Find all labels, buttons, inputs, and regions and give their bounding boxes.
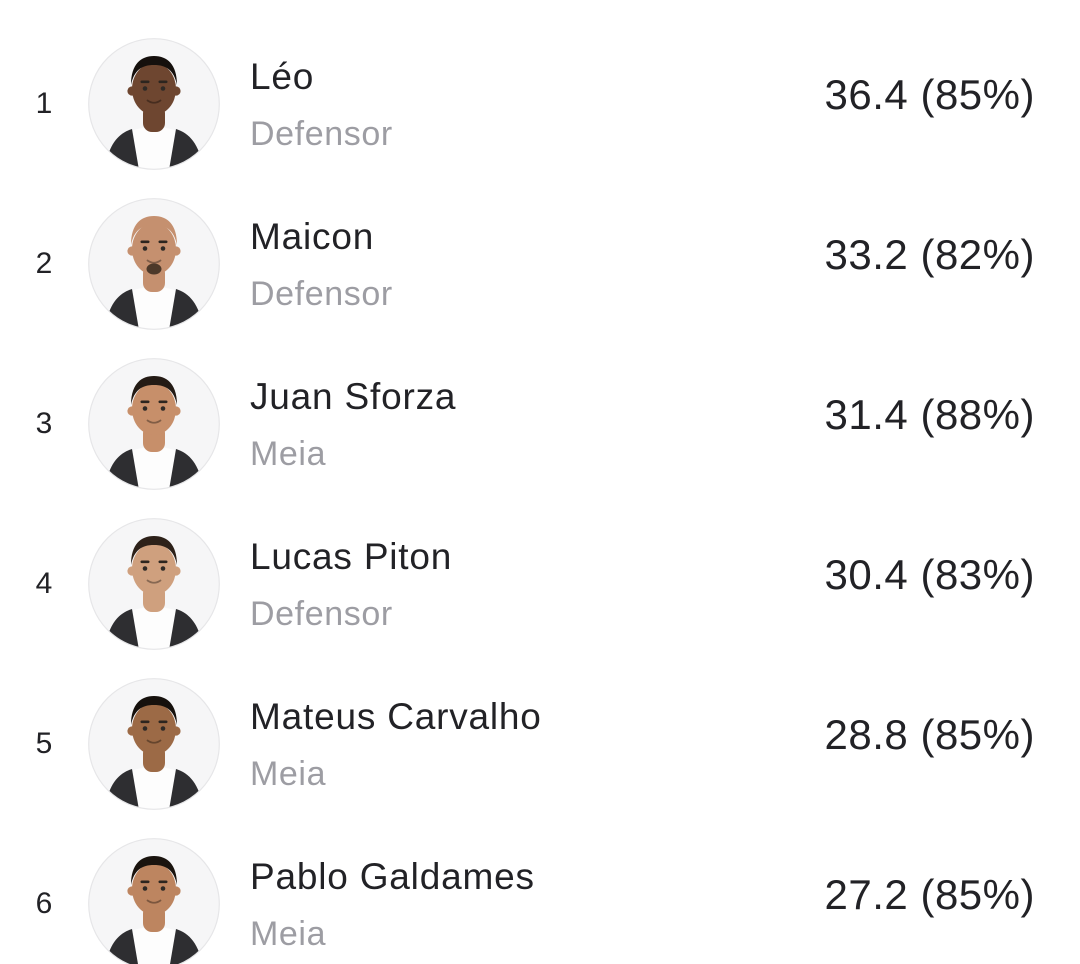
player-position: Meia <box>250 434 327 473</box>
avatar-mouth <box>146 99 162 104</box>
player-photo <box>88 678 220 810</box>
player-photo <box>88 198 220 330</box>
avatar-ring <box>88 678 220 810</box>
player-name: Maicon <box>250 215 375 257</box>
avatar-eyebrow-left <box>140 80 150 84</box>
player-stat-value: 36.4 (85%) <box>824 71 1035 118</box>
avatar-eyebrow-left <box>140 560 150 564</box>
avatar-mouth <box>146 259 162 264</box>
player-avatar <box>88 38 220 170</box>
player-photo <box>88 38 220 170</box>
avatar-eye-left <box>142 246 148 251</box>
avatar-ring <box>88 198 220 330</box>
avatar-head <box>132 63 176 115</box>
avatar-mouth <box>146 899 162 904</box>
player-info: Maicon Defensor <box>250 215 393 314</box>
avatar-eyebrow-left <box>140 720 150 724</box>
player-avatar <box>88 838 220 964</box>
player-info: Pablo Galdames Meia <box>250 855 535 954</box>
avatar-mouth <box>146 419 162 424</box>
avatar-eyebrow-right <box>158 400 168 404</box>
player-position: Defensor <box>250 114 393 153</box>
player-position: Defensor <box>250 274 393 313</box>
avatar-head <box>132 543 176 595</box>
player-name: Juan Sforza <box>250 375 457 417</box>
player-photo <box>88 358 220 490</box>
player-avatar <box>88 678 220 810</box>
player-name: Mateus Carvalho <box>250 695 542 737</box>
avatar-ring <box>88 838 220 964</box>
avatar-eye-left <box>142 886 148 891</box>
player-row[interactable]: 1 <box>0 24 1080 184</box>
avatar-eye-left <box>142 566 148 571</box>
avatar-hair <box>131 216 177 245</box>
avatar-ring <box>88 518 220 650</box>
player-row[interactable]: 2 <box>0 184 1080 344</box>
avatar-eye-left <box>142 406 148 411</box>
avatar-hair <box>131 696 177 725</box>
avatar-head <box>132 863 176 915</box>
avatar-eye-right <box>160 406 166 411</box>
player-stat-value: 27.2 (85%) <box>824 871 1035 918</box>
player-name: Lucas Piton <box>250 535 453 577</box>
avatar-eye-left <box>142 86 148 91</box>
avatar-eye-right <box>160 246 166 251</box>
avatar-eye-right <box>160 726 166 731</box>
player-rank: 6 <box>35 887 53 920</box>
player-info: Léo Defensor <box>250 55 393 154</box>
player-name: Pablo Galdames <box>250 855 535 897</box>
player-info: Juan Sforza Meia <box>250 375 456 474</box>
player-row[interactable]: 4 <box>0 504 1080 664</box>
avatar-head <box>132 703 176 755</box>
avatar-eyebrow-right <box>158 560 168 564</box>
avatar-head <box>132 383 176 435</box>
player-row[interactable]: 3 <box>0 344 1080 504</box>
player-info: Lucas Piton Defensor <box>250 535 452 634</box>
avatar-mouth <box>146 579 162 584</box>
avatar-beard <box>146 263 162 275</box>
avatar-eye-right <box>160 86 166 91</box>
avatar-ring <box>88 358 220 490</box>
player-rank: 2 <box>35 247 53 280</box>
player-photo <box>88 518 220 650</box>
player-photo <box>88 838 220 964</box>
avatar-eyebrow-left <box>140 240 150 244</box>
avatar-hair <box>131 376 177 405</box>
player-rank: 1 <box>35 87 53 120</box>
avatar-hair <box>131 536 177 565</box>
player-position: Defensor <box>250 594 393 633</box>
avatar-eyebrow-left <box>140 880 150 884</box>
player-stat-value: 30.4 (83%) <box>824 551 1035 598</box>
avatar-eyebrow-right <box>158 240 168 244</box>
avatar-hair <box>131 856 177 885</box>
avatar-ring <box>88 38 220 170</box>
avatar-eye-left <box>142 726 148 731</box>
player-stat-value: 31.4 (88%) <box>824 391 1035 438</box>
player-avatar <box>88 198 220 330</box>
player-avatar <box>88 358 220 490</box>
avatar-eyebrow-left <box>140 400 150 404</box>
player-rank: 4 <box>35 567 53 600</box>
avatar-eyebrow-right <box>158 880 168 884</box>
player-stat-value: 33.2 (82%) <box>824 231 1035 278</box>
avatar-eyebrow-right <box>158 720 168 724</box>
avatar-mouth <box>146 739 162 744</box>
avatar-hair <box>131 56 177 85</box>
avatar-eye-right <box>160 886 166 891</box>
player-rank: 3 <box>35 407 53 440</box>
avatar-eyebrow-right <box>158 80 168 84</box>
avatar-head <box>132 223 176 275</box>
player-avatar <box>88 518 220 650</box>
player-rank: 5 <box>35 727 53 760</box>
player-name: Léo <box>250 55 315 97</box>
player-position: Meia <box>250 754 327 793</box>
avatar-eye-right <box>160 566 166 571</box>
player-info: Mateus Carvalho Meia <box>250 695 542 794</box>
player-row[interactable]: 5 <box>0 664 1080 824</box>
player-position: Meia <box>250 914 327 953</box>
player-stat-value: 28.8 (85%) <box>824 711 1035 758</box>
player-row[interactable]: 6 <box>0 824 1080 964</box>
